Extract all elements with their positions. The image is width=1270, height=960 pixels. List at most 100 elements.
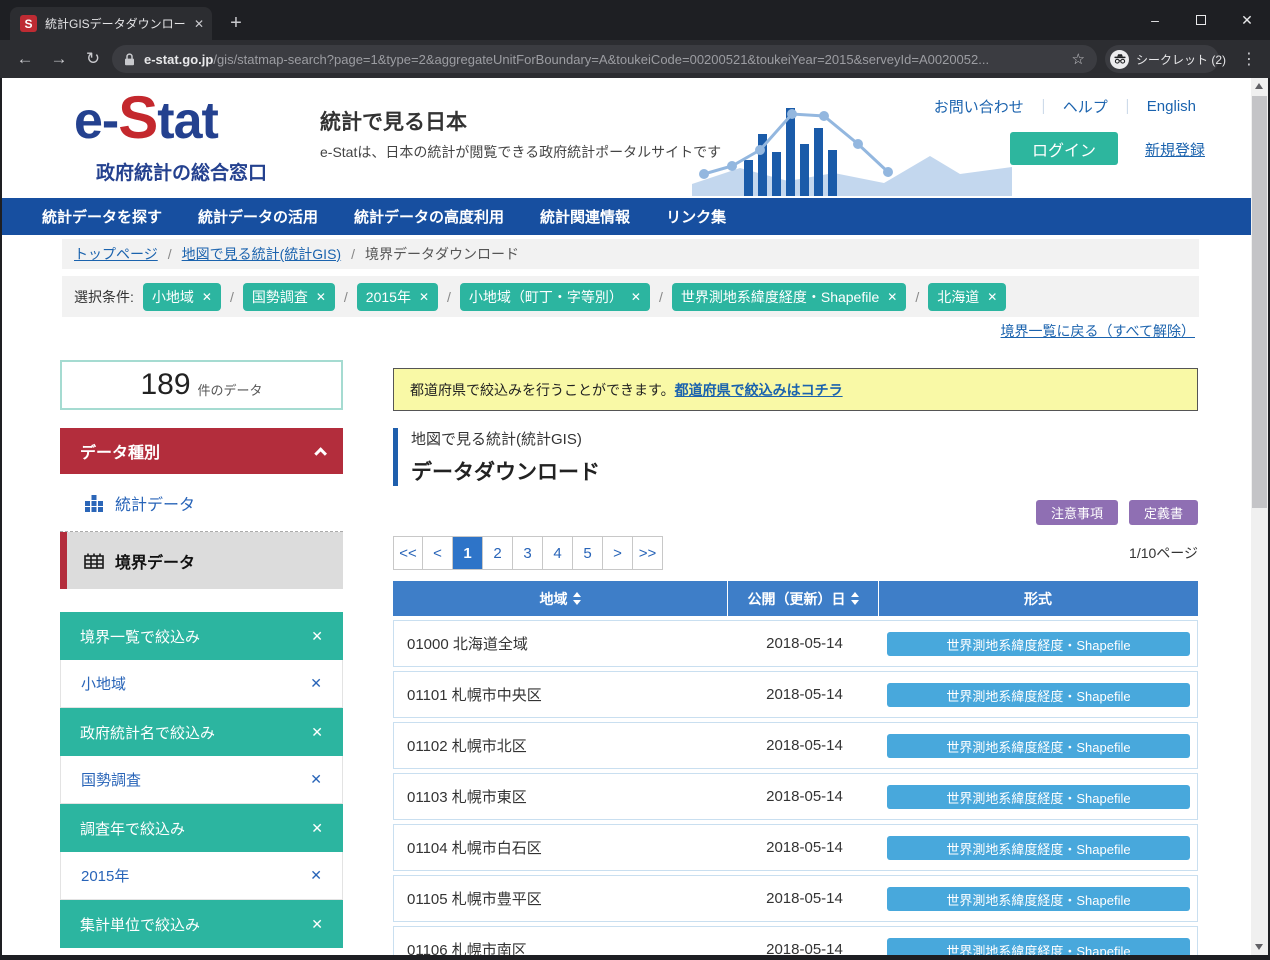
breadcrumb-top-page[interactable]: トップページ	[74, 246, 158, 262]
download-shapefile-button[interactable]: 世界測地系緯度経度・Shapefile	[887, 734, 1190, 758]
breadcrumb-current: 境界データダウンロード	[364, 246, 519, 262]
filter-tag[interactable]: 北海道 ✕	[928, 282, 1007, 311]
sort-icon[interactable]	[850, 592, 859, 605]
tag-close-icon[interactable]: ✕	[630, 289, 641, 304]
download-shapefile-button[interactable]: 世界測地系緯度経度・Shapefile	[887, 785, 1190, 809]
pagination-prev[interactable]: <	[423, 536, 453, 570]
contact-link[interactable]: お問い合わせ	[933, 99, 1024, 116]
filter-section-boundary-list[interactable]: 境界一覧で絞込み ✕	[60, 612, 343, 660]
filter-tag[interactable]: 小地域 ✕	[142, 282, 221, 311]
maximize-button[interactable]	[1178, 0, 1224, 40]
sidebar-item-statistics-data[interactable]: 統計データ	[60, 474, 343, 532]
download-shapefile-button[interactable]: 世界測地系緯度経度・Shapefile	[887, 836, 1190, 860]
estat-logo[interactable]: e-Stat	[74, 88, 219, 148]
incognito-badge: シークレット (2)	[1105, 45, 1226, 73]
pagination-page-4[interactable]: 4	[543, 536, 573, 570]
remove-filter-icon[interactable]: ✕	[311, 627, 323, 644]
forward-button[interactable]: →	[50, 49, 68, 68]
login-button[interactable]: ログイン	[1010, 132, 1118, 165]
date-cell: 2018-05-14	[766, 839, 843, 856]
english-link[interactable]: English	[1146, 98, 1196, 115]
prefecture-filter-link[interactable]: 都道府県で絞込みはコチラ	[674, 381, 843, 398]
nav-item-related-info[interactable]: 統計関連情報	[540, 209, 631, 226]
pagination-last[interactable]: >>	[633, 536, 663, 570]
scrollbar-thumb[interactable]	[1252, 96, 1267, 508]
table-row: 01000 北海道全域 2018-05-14 世界測地系緯度経度・Shapefi…	[393, 620, 1198, 667]
filter-tag[interactable]: 世界測地系緯度経度・Shapefile ✕	[671, 282, 907, 311]
page-scrollbar[interactable]	[1251, 78, 1268, 955]
column-header-area[interactable]: 地域	[393, 581, 728, 616]
filter-tag[interactable]: 2015年 ✕	[356, 282, 439, 311]
download-shapefile-button[interactable]: 世界測地系緯度経度・Shapefile	[887, 887, 1190, 911]
sort-icon[interactable]	[572, 592, 581, 605]
remove-filter-icon[interactable]: ✕	[310, 675, 322, 691]
filter-section-aggregation-unit[interactable]: 集計単位で絞込み ✕	[60, 900, 343, 948]
filter-tag[interactable]: 小地域（町丁・字等別） ✕	[459, 282, 650, 311]
pagination-page-2[interactable]: 2	[483, 536, 513, 570]
sidebar-item-boundary-data[interactable]: 境界データ	[60, 532, 343, 589]
close-window-button[interactable]: ✕	[1241, 11, 1253, 28]
filter-tag-label: 小地域	[151, 288, 194, 305]
pagination-next[interactable]: >	[603, 536, 633, 570]
bookmark-star-icon[interactable]: ☆	[1071, 51, 1085, 68]
filter-section-label: 政府統計名で絞込み	[80, 724, 216, 742]
remove-filter-icon[interactable]: ✕	[310, 867, 322, 883]
pagination: << < 1 2 3 4 5 > >> 1/10ページ	[393, 536, 1198, 570]
tag-close-icon[interactable]: ✕	[887, 289, 898, 304]
tab-close-icon[interactable]: ✕	[193, 16, 204, 31]
tag-close-icon[interactable]: ✕	[201, 289, 212, 304]
column-header-label: 公開（更新）日	[747, 590, 846, 607]
scroll-up-arrow-icon[interactable]	[1255, 83, 1263, 89]
pagination-page-5[interactable]: 5	[573, 536, 603, 570]
notice-text: 都道府県で絞込みを行うことができます。	[410, 381, 675, 398]
register-link[interactable]: 新規登録	[1145, 142, 1206, 159]
notes-button[interactable]: 注意事項	[1035, 500, 1118, 525]
browser-tab[interactable]: S 統計GISデータダウンロード | 政府統計 ✕	[10, 7, 212, 40]
filter-tag[interactable]: 国勢調査 ✕	[242, 282, 335, 311]
result-count-box: 189 件のデータ	[60, 360, 343, 410]
address-bar[interactable]: e-stat.go.jp/gis/statmap-search?page=1&t…	[112, 45, 1097, 73]
reload-button[interactable]: ↻	[85, 49, 101, 68]
scroll-down-arrow-icon[interactable]	[1255, 944, 1263, 950]
pagination-page-3[interactable]: 3	[513, 536, 543, 570]
section-label: 地図で見る統計(統計GIS)	[411, 431, 582, 448]
area-cell: 01101 札幌市中央区	[407, 687, 542, 704]
download-shapefile-button[interactable]: 世界測地系緯度経度・Shapefile	[887, 938, 1190, 955]
filter-section-survey-year[interactable]: 調査年で絞込み ✕	[60, 804, 343, 852]
nav-item-links[interactable]: リンク集	[666, 209, 727, 226]
remove-filter-icon[interactable]: ✕	[311, 723, 323, 740]
filter-section-survey-name[interactable]: 政府統計名で絞込み ✕	[60, 708, 343, 756]
remove-filter-icon[interactable]: ✕	[311, 819, 323, 836]
filter-separator: /	[229, 288, 234, 305]
help-link[interactable]: ヘルプ	[1062, 99, 1108, 116]
column-header-date[interactable]: 公開（更新）日	[728, 581, 879, 616]
nav-item-advanced-use[interactable]: 統計データの高度利用	[354, 209, 505, 226]
download-shapefile-button[interactable]: 世界測地系緯度経度・Shapefile	[887, 632, 1190, 656]
pagination-page-1[interactable]: 1	[453, 536, 483, 570]
remove-filter-icon[interactable]: ✕	[311, 915, 323, 932]
browser-menu-button[interactable]: ⋮	[1241, 51, 1257, 68]
new-tab-button[interactable]: +	[230, 11, 242, 34]
filter-label: 選択条件:	[74, 288, 134, 305]
filter-separator: /	[915, 288, 920, 305]
pagination-first[interactable]: <<	[393, 536, 423, 570]
remove-filter-icon[interactable]: ✕	[310, 771, 322, 787]
minimize-button[interactable]: –	[1151, 12, 1159, 28]
filter-value-small-area[interactable]: 小地域 ✕	[60, 660, 343, 708]
reset-all-filters-link[interactable]: 境界一覧に戻る（すべて解除）	[1000, 323, 1195, 339]
decorative-chart-graphic	[692, 108, 1012, 196]
breadcrumb-gis[interactable]: 地図で見る統計(統計GIS)	[181, 246, 342, 262]
filter-value-2015[interactable]: 2015年 ✕	[60, 852, 343, 900]
definition-button[interactable]: 定義書	[1128, 500, 1198, 525]
back-button[interactable]: ←	[16, 49, 34, 68]
filter-value-census[interactable]: 国勢調査 ✕	[60, 756, 343, 804]
tag-close-icon[interactable]: ✕	[315, 289, 326, 304]
nav-item-use-data[interactable]: 統計データの活用	[198, 209, 319, 226]
tag-close-icon[interactable]: ✕	[987, 289, 998, 304]
area-cell: 01103 札幌市東区	[407, 789, 527, 806]
nav-item-find-data[interactable]: 統計データを探す	[42, 209, 163, 226]
tag-close-icon[interactable]: ✕	[418, 289, 430, 304]
data-type-header[interactable]: データ種別	[60, 428, 343, 474]
download-shapefile-button[interactable]: 世界測地系緯度経度・Shapefile	[887, 683, 1190, 707]
